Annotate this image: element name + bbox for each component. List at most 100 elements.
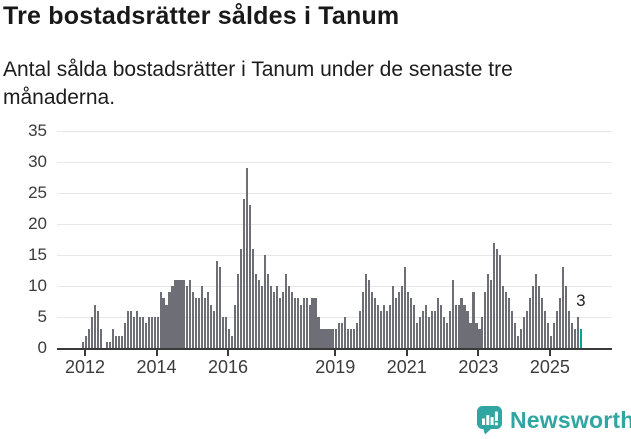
bar [269,286,272,348]
bar [400,286,404,348]
bar [317,317,320,348]
y-axis-label: 20 [28,214,47,233]
bar [394,298,398,348]
bar [263,255,266,348]
bar [254,273,257,348]
logo-bar-2 [486,415,490,425]
bar [144,323,147,348]
bar [135,310,138,348]
x-axis-tick [155,350,158,356]
bar [204,298,207,348]
bar [505,292,508,348]
y-axis-label: 35 [28,121,47,140]
bar [576,317,579,348]
x-axis-tick [227,350,229,356]
bar [129,310,132,348]
bar [174,279,177,348]
bar [287,286,290,348]
bar [228,329,231,348]
y-axis-label: 0 [37,338,47,357]
bar [460,298,463,348]
bar [192,292,195,348]
bar [219,267,222,348]
bar [231,335,234,348]
bar [248,205,252,348]
bar [186,286,189,348]
bar [222,317,225,348]
bar [126,310,129,348]
bar [439,304,442,348]
bar [159,292,162,348]
bar [344,317,347,348]
bar [236,273,240,348]
newsworthy-logo[interactable]: Newsworthy [476,403,631,437]
bar [481,317,484,348]
bar [537,286,541,348]
bar [299,304,302,348]
bar [341,323,344,348]
logo-bubble [477,406,502,429]
brand-name: Newsworthy [510,406,631,433]
bar [216,261,219,348]
gridline [57,162,612,163]
bar [347,329,350,348]
bar [117,335,120,348]
bar [549,335,553,348]
bar [96,310,100,348]
bar [272,292,275,348]
bar [296,298,299,348]
gridline [57,255,612,256]
bar [210,304,213,348]
bar [207,292,210,348]
bar [433,310,436,348]
bar [329,329,332,348]
bar [198,298,201,348]
bar [546,323,550,348]
logo-bar-3 [490,417,494,425]
bar [415,323,418,348]
bar [177,279,180,348]
bar [180,279,183,348]
chart-title: Tre bostadsrätter såldes i Tanum [3,2,400,30]
bar [374,298,377,348]
bar [380,310,383,348]
logo-exclamation-dot [494,422,498,426]
x-axis-tick [84,350,86,356]
bar [123,323,126,348]
bar [90,317,94,348]
bar [260,286,263,348]
bar [424,304,427,348]
bar [201,286,204,348]
bar [469,323,472,348]
bar [412,304,415,348]
x-axis-label: 2021 [386,357,427,377]
bar [132,317,135,348]
bar [561,267,564,348]
bar [189,279,192,348]
bar [499,255,502,348]
bar [290,292,293,348]
bar [120,335,123,348]
bar [311,298,314,348]
bar [320,329,323,348]
bar [338,323,341,348]
bar [457,304,460,348]
bar [552,323,555,348]
bar [350,329,353,348]
bar [388,304,392,348]
bar [543,310,547,348]
bar [162,298,165,348]
bar [275,286,278,348]
bar [138,317,141,348]
gridline [57,317,612,318]
bar [567,310,570,348]
bar [508,298,511,348]
bar [427,317,430,348]
bar [168,292,171,348]
bar [356,323,359,348]
bar [165,304,168,348]
bar [403,267,406,348]
bar [93,304,97,348]
bar [111,329,114,348]
bar [383,304,386,348]
